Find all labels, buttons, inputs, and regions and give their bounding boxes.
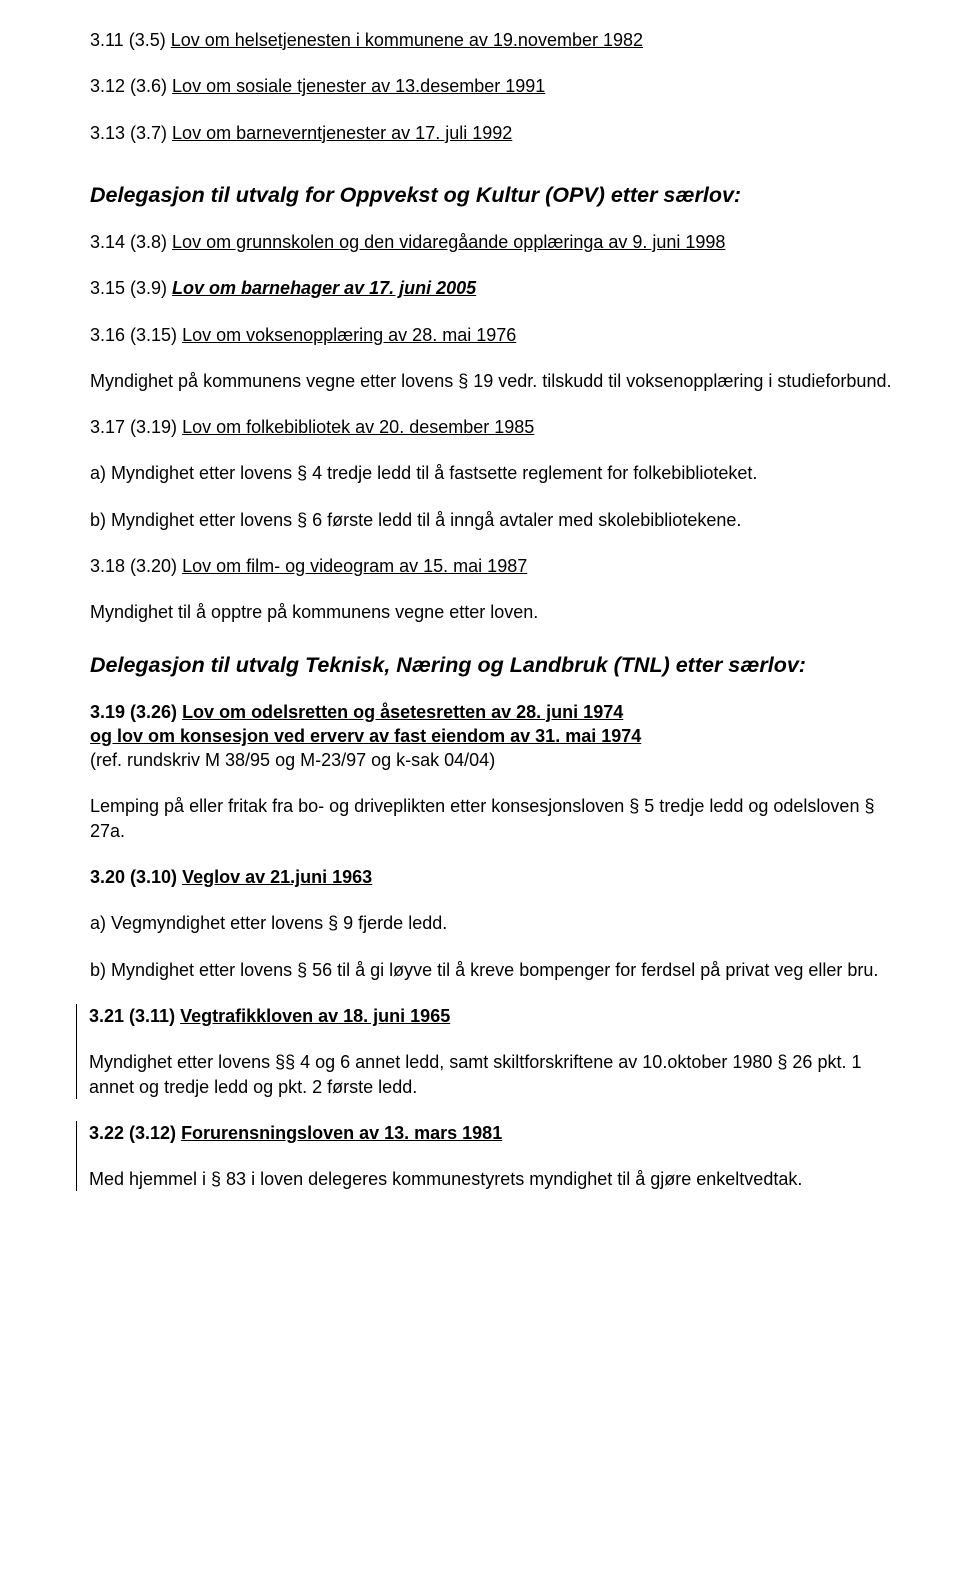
heading-tnl: Delegasjon til utvalg Teknisk, Næring og… [90,651,906,680]
item-prefix: 3.15 (3.9) [90,278,172,298]
revision-bar-3-21: 3.21 (3.11) Vegtrafikkloven av 18. juni … [76,1004,906,1099]
law-title-b: og lov om konsesjon ved erverv av fast e… [90,726,641,746]
law-title: Lov om barnehager av 17. juni 2005 [172,278,476,298]
item-prefix: 3.19 (3.26) [90,702,182,722]
law-title: Lov om voksenopplæring av 28. mai 1976 [182,325,516,345]
item-3-21-body: Myndighet etter lovens §§ 4 og 6 annet l… [89,1050,906,1099]
item-3-20: 3.20 (3.10) Veglov av 21.juni 1963 [90,865,906,889]
law-title: Forurensningsloven av 13. mars 1981 [181,1123,502,1143]
law-title-a: Lov om odelsretten og åsetesretten av 28… [182,702,623,722]
document-page: 3.11 (3.5) Lov om helsetjenesten i kommu… [0,0,960,1577]
item-3-17: 3.17 (3.19) Lov om folkebibliotek av 20.… [90,415,906,439]
law-title: Lov om helsetjenesten i kommunene av 19.… [171,30,643,50]
law-title: Lov om sosiale tjenester av 13.desember … [172,76,545,96]
item-3-20-b: b) Myndighet etter lovens § 56 til å gi … [90,958,906,982]
law-title: Lov om grunnskolen og den vidaregåande o… [172,232,725,252]
item-3-22-body: Med hjemmel i § 83 i loven delegeres kom… [89,1167,906,1191]
item-prefix: 3.21 (3.11) [89,1006,180,1026]
item-prefix: 3.22 (3.12) [89,1123,181,1143]
law-title: Lov om folkebibliotek av 20. desember 19… [182,417,534,437]
item-3-18: 3.18 (3.20) Lov om film- og videogram av… [90,554,906,578]
item-3-20-a: a) Vegmyndighet etter lovens § 9 fjerde … [90,911,906,935]
item-prefix: 3.20 (3.10) [90,867,182,887]
law-title: Lov om barneverntjenester av 17. juli 19… [172,123,512,143]
item-prefix: 3.13 (3.7) [90,123,172,143]
item-3-14: 3.14 (3.8) Lov om grunnskolen og den vid… [90,230,906,254]
item-3-19-title: 3.19 (3.26) Lov om odelsretten og åsetes… [90,700,906,749]
item-prefix: 3.16 (3.15) [90,325,182,345]
law-title: Vegtrafikkloven av 18. juni 1965 [180,1006,450,1026]
law-title: Lov om film- og videogram av 15. mai 198… [182,556,527,576]
item-3-16: 3.16 (3.15) Lov om voksenopplæring av 28… [90,323,906,347]
item-3-19-ref: (ref. rundskriv M 38/95 og M-23/97 og k-… [90,748,906,772]
item-3-13: 3.13 (3.7) Lov om barneverntjenester av … [90,121,906,145]
item-prefix: 3.18 (3.20) [90,556,182,576]
item-3-22: 3.22 (3.12) Forurensningsloven av 13. ma… [89,1121,906,1145]
item-prefix: 3.14 (3.8) [90,232,172,252]
item-3-19: 3.19 (3.26) Lov om odelsretten og åsetes… [90,700,906,773]
item-3-17-b: b) Myndighet etter lovens § 6 første led… [90,508,906,532]
revision-bar-3-22: 3.22 (3.12) Forurensningsloven av 13. ma… [76,1121,906,1192]
item-3-16-body: Myndighet på kommunens vegne etter loven… [90,369,906,393]
item-3-12: 3.12 (3.6) Lov om sosiale tjenester av 1… [90,74,906,98]
law-title: Veglov av 21.juni 1963 [182,867,372,887]
item-3-17-a: a) Myndighet etter lovens § 4 tredje led… [90,461,906,485]
item-3-18-body: Myndighet til å opptre på kommunens vegn… [90,600,906,624]
item-prefix: 3.17 (3.19) [90,417,182,437]
item-prefix: 3.11 (3.5) [90,30,171,50]
heading-opv: Delegasjon til utvalg for Oppvekst og Ku… [90,181,906,210]
item-3-15: 3.15 (3.9) Lov om barnehager av 17. juni… [90,276,906,300]
item-3-21: 3.21 (3.11) Vegtrafikkloven av 18. juni … [89,1004,906,1028]
item-prefix: 3.12 (3.6) [90,76,172,96]
item-3-11: 3.11 (3.5) Lov om helsetjenesten i kommu… [90,28,906,52]
item-3-19-body: Lemping på eller fritak fra bo- og drive… [90,794,906,843]
